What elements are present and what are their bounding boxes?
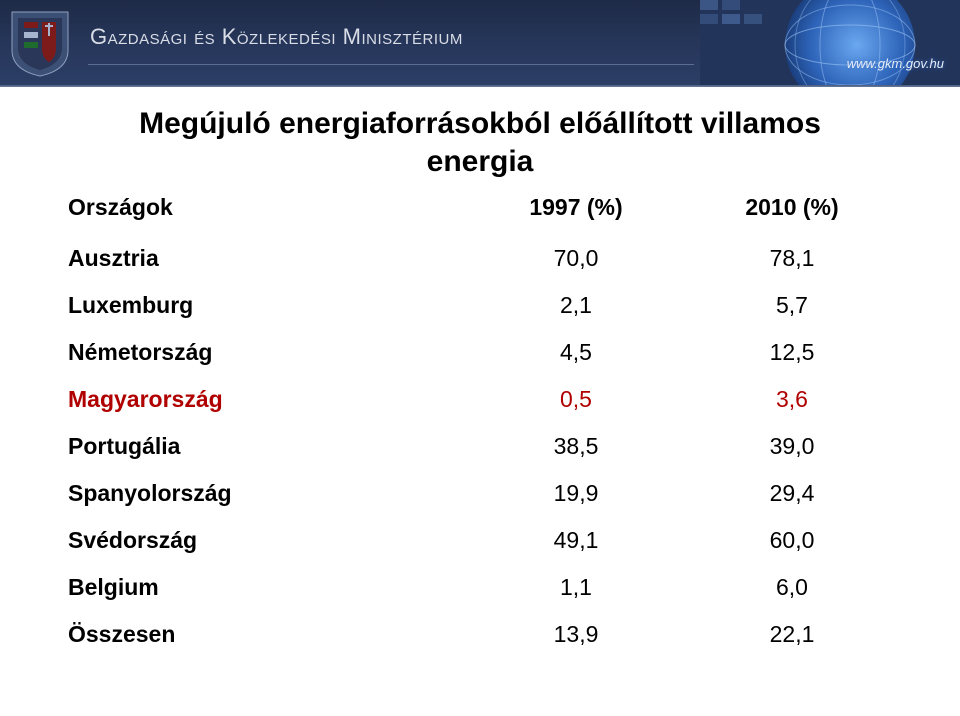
col-countries: Országok [60,188,468,235]
country-name: Luxemburg [60,282,468,329]
table-row: Belgium1,16,0 [60,564,900,611]
value-1997: 0,5 [468,376,684,423]
coat-of-arms-emblem [10,8,70,78]
value-2010: 60,0 [684,517,900,564]
value-2010: 22,1 [684,611,900,658]
table-header-row: Országok 1997 (%) 2010 (%) [60,188,900,235]
country-name: Spanyolország [60,470,468,517]
table-row: Svédország49,160,0 [60,517,900,564]
title-line-2: energia [427,145,534,178]
slide-header: Gazdasági és Közlekedési Minisztérium [0,0,960,85]
slide-content: Megújuló energiaforrásokból előállított … [0,87,960,658]
value-1997: 4,5 [468,329,684,376]
value-1997: 2,1 [468,282,684,329]
table-row: Magyarország0,53,6 [60,376,900,423]
value-1997: 1,1 [468,564,684,611]
value-1997: 19,9 [468,470,684,517]
value-2010: 39,0 [684,423,900,470]
value-2010: 78,1 [684,235,900,282]
value-2010: 5,7 [684,282,900,329]
col-1997: 1997 (%) [468,188,684,235]
country-name: Ausztria [60,235,468,282]
table-row: Összesen13,922,1 [60,611,900,658]
table-row: Portugália38,539,0 [60,423,900,470]
data-table: Országok 1997 (%) 2010 (%) Ausztria70,07… [60,188,900,658]
value-1997: 49,1 [468,517,684,564]
value-1997: 70,0 [468,235,684,282]
country-name: Németország [60,329,468,376]
col-2010: 2010 (%) [684,188,900,235]
value-1997: 13,9 [468,611,684,658]
value-1997: 38,5 [468,423,684,470]
table-row: Németország4,512,5 [60,329,900,376]
table-row: Ausztria70,078,1 [60,235,900,282]
header-divider [88,64,694,65]
value-2010: 29,4 [684,470,900,517]
slide-title: Megújuló energiaforrásokból előállított … [60,105,900,180]
value-2010: 12,5 [684,329,900,376]
ministry-title: Gazdasági és Közlekedési Minisztérium [90,24,463,50]
value-2010: 6,0 [684,564,900,611]
table-row: Luxemburg2,15,7 [60,282,900,329]
title-line-1: Megújuló energiaforrásokból előállított … [139,107,821,140]
country-name: Portugália [60,423,468,470]
website-url: www.gkm.gov.hu [847,56,944,71]
header-globe-graphic [700,0,960,85]
country-name: Magyarország [60,376,468,423]
table-row: Spanyolország19,929,4 [60,470,900,517]
country-name: Svédország [60,517,468,564]
country-name: Belgium [60,564,468,611]
value-2010: 3,6 [684,376,900,423]
country-name: Összesen [60,611,468,658]
